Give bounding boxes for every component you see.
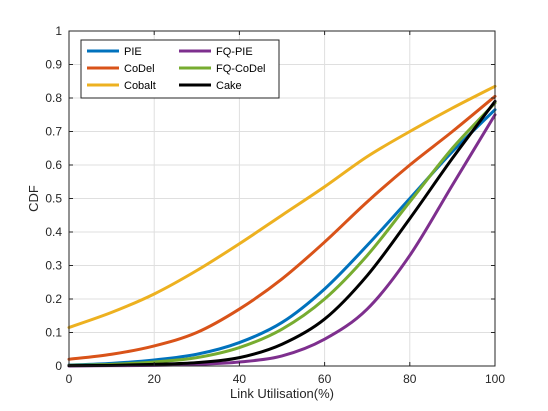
legend-item-cake: Cake [179, 80, 242, 92]
legend-label: PIE [124, 46, 142, 58]
y-tick-label: 0.8 [45, 91, 62, 105]
legend-item-cobalt: Cobalt [87, 80, 156, 92]
x-axis-label: Link Utilisation(%) [230, 386, 334, 401]
y-tick-label: 0.1 [45, 326, 62, 340]
y-tick-label: 0.2 [45, 292, 62, 306]
x-tick-label: 40 [233, 372, 247, 386]
x-tick-label: 100 [485, 372, 505, 386]
y-axis-label: CDF [26, 185, 41, 212]
legend-label: FQ-PIE [216, 46, 253, 58]
x-tick-label: 20 [148, 372, 162, 386]
legend-label: Cake [216, 80, 242, 92]
legend-item-fq-codel: FQ-CoDel [179, 63, 266, 75]
y-tick-label: 0.6 [45, 158, 62, 172]
legend-item-fq-pie: FQ-PIE [179, 46, 253, 58]
series-line-cake [67, 99, 497, 368]
legend: PIE FQ-PIE CoDel FQ-CoDel Cobalt Cake [80, 39, 280, 99]
x-tick-label: 0 [66, 372, 73, 386]
series-line-cobalt [67, 84, 497, 329]
y-tick-label: 1 [55, 24, 62, 38]
series-layer [67, 84, 497, 368]
legend-label: CoDel [124, 63, 155, 75]
x-tick-label: 60 [318, 372, 332, 386]
axes [68, 30, 496, 367]
y-tick-label: 0.5 [45, 192, 62, 206]
y-tick-label: 0.9 [45, 58, 62, 72]
legend-item-pie: PIE [87, 46, 142, 58]
series-line-fq-codel [67, 101, 497, 367]
x-tick-label: 80 [403, 372, 417, 386]
series-line-codel [67, 94, 497, 361]
y-tick-label: 0.4 [45, 225, 62, 239]
y-tick-label: 0.7 [45, 125, 62, 139]
legend-item-codel: CoDel [87, 63, 155, 75]
legend-label: Cobalt [124, 80, 156, 92]
legend-label: FQ-CoDel [216, 63, 266, 75]
y-tick-label: 0.3 [45, 259, 62, 273]
tick-labels: 0 20 40 60 80 100 0 0.1 0.2 0.3 0.4 0.5 0.6 0.7 0.8 0.9… [45, 24, 505, 386]
y-tick-label: 0 [55, 359, 62, 373]
